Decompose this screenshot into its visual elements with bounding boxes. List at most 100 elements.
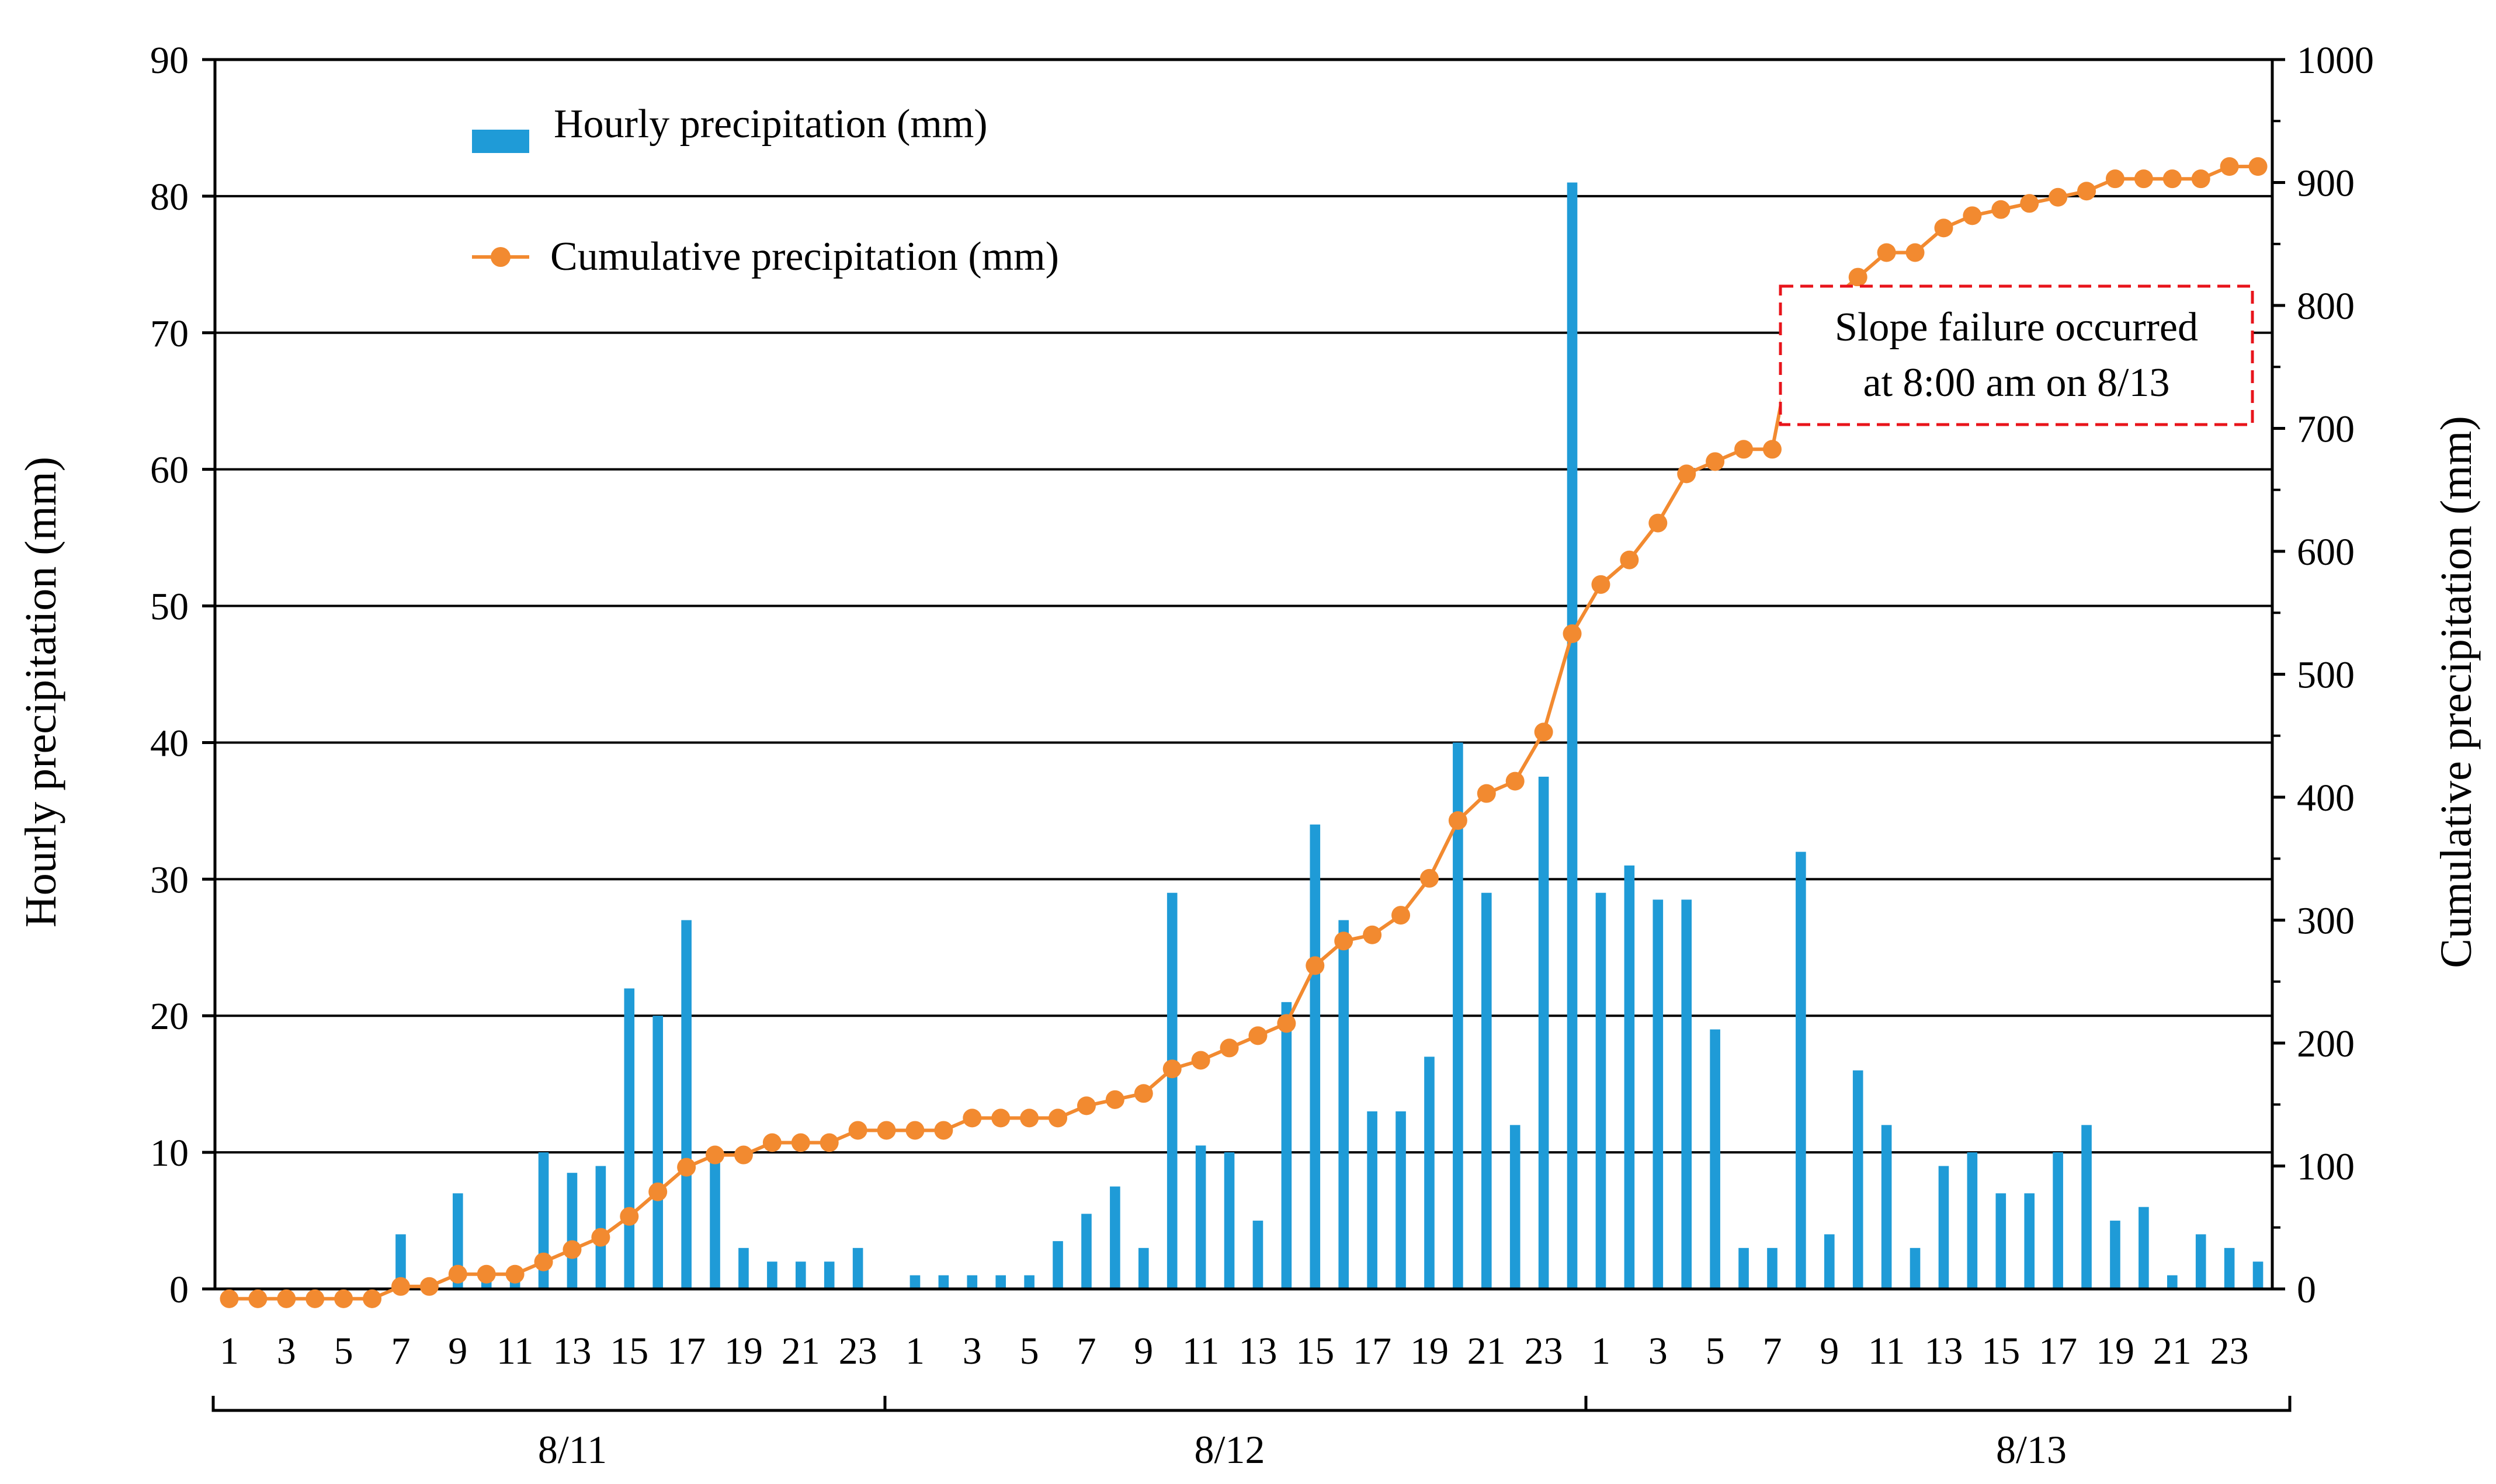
hourly-bar (395, 1234, 406, 1289)
legend-bar-swatch (472, 130, 529, 153)
hourly-bar (1081, 1214, 1092, 1289)
x-tick-label: 1 (220, 1330, 239, 1372)
cumulative-point (220, 1289, 239, 1308)
x-tick-label: 19 (724, 1330, 763, 1372)
hourly-bar (1824, 1234, 1835, 1289)
x-tick-label: 11 (1182, 1330, 1220, 1372)
x-tick-label: 21 (1467, 1330, 1506, 1372)
x-tick-label: 3 (277, 1330, 296, 1372)
y2-tick-label: 1000 (2297, 39, 2374, 82)
cumulative-point (1934, 218, 1953, 238)
hourly-bar (1710, 1029, 1720, 1289)
y2-tick-label: 900 (2297, 162, 2355, 205)
slope-failure-annotation: Slope failure occurred at 8:00 am on 8/1… (1779, 284, 2254, 426)
cumulative-point (1419, 868, 1439, 888)
x-tick-label: 17 (667, 1330, 706, 1372)
hourly-bar (1995, 1193, 2006, 1289)
cumulative-point (1363, 925, 1382, 944)
cumulative-point (1134, 1084, 1153, 1103)
y2-tick-label: 600 (2297, 531, 2355, 574)
cumulative-point (1648, 513, 1668, 533)
cumulative-point (648, 1182, 668, 1201)
cumulative-point (1677, 464, 1696, 484)
hourly-bar (2195, 1234, 2206, 1289)
cumulative-point (2049, 187, 2068, 207)
legend-line-marker (491, 247, 511, 267)
hourly-bar (1595, 892, 1606, 1289)
cumulative-point (1734, 440, 1754, 459)
x-tick-label: 11 (497, 1330, 534, 1372)
x-tick-label: 3 (963, 1330, 982, 1372)
hourly-bar (1624, 865, 1635, 1289)
cumulative-point (2162, 169, 2182, 189)
cumulative-point (848, 1121, 867, 1140)
x-tick-label: 9 (1820, 1330, 1839, 1372)
cumulative-point (1563, 624, 1582, 644)
cumulative-point (1334, 932, 1353, 951)
hourly-bar (2139, 1207, 2149, 1289)
cumulative-point (2220, 157, 2239, 176)
y2-tick-label: 700 (2297, 408, 2355, 451)
hourly-bar (652, 1016, 664, 1289)
x-tick-label: 23 (839, 1330, 877, 1372)
cumulative-point (2105, 169, 2124, 189)
y2-tick-label: 400 (2297, 777, 2355, 819)
day-label: 8/11 (538, 1427, 607, 1472)
x-tick-label: 23 (2210, 1330, 2249, 1372)
cumulative-point (1277, 1014, 1296, 1033)
cumulative-point (1306, 956, 1325, 975)
cumulative-point (1534, 722, 1553, 742)
hourly-bar (767, 1261, 777, 1289)
hourly-bar (1796, 852, 1806, 1289)
day-label: 8/12 (1195, 1427, 1265, 1472)
hourly-bar (1281, 1002, 1292, 1289)
x-tick-label: 21 (2153, 1330, 2192, 1372)
hourly-bar (1481, 892, 1492, 1289)
cumulative-point (1020, 1108, 1039, 1128)
hourly-bar (1681, 899, 1692, 1289)
x-tick-label: 5 (1020, 1330, 1039, 1372)
hourly-bar (2167, 1275, 2178, 1289)
y-tick-label: 10 (150, 1132, 189, 1174)
x-tick-label: 1 (905, 1330, 925, 1372)
y2-tick-label: 100 (2297, 1146, 2355, 1188)
hourly-bar (624, 988, 635, 1289)
hourly-bar (1738, 1247, 1749, 1289)
hourly-bar (1910, 1247, 1921, 1289)
hourly-bar (795, 1261, 806, 1289)
y-tick-label: 60 (150, 449, 189, 492)
hourly-bar (909, 1275, 921, 1289)
hourly-bar (681, 920, 692, 1289)
hourly-bar (1195, 1145, 1206, 1289)
cumulative-point (734, 1145, 753, 1165)
hourly-bar (1110, 1186, 1120, 1289)
cumulative-point (820, 1133, 839, 1152)
x-tick-label: 7 (391, 1330, 410, 1372)
cumulative-point (791, 1133, 810, 1152)
x-tick-label: 9 (448, 1330, 467, 1372)
x-tick-label: 5 (1706, 1330, 1725, 1372)
annotation-box (1779, 284, 2254, 426)
cumulative-point (591, 1228, 610, 1247)
hourly-bar (738, 1247, 749, 1289)
hourly-bar (995, 1275, 1006, 1289)
cumulative-point (363, 1289, 382, 1308)
legend: Hourly precipitation (mm) Cumulative pre… (472, 102, 1059, 279)
hourly-bar (967, 1275, 978, 1289)
cumulative-point (991, 1108, 1011, 1128)
cumulative-point (1905, 243, 1925, 262)
annotation-line-2: at 8:00 am on 8/13 (1863, 360, 2170, 405)
y-tick-label: 50 (150, 586, 189, 628)
cumulative-point (505, 1264, 525, 1284)
x-tick-label: 17 (2039, 1330, 2077, 1372)
hourly-bar (2224, 1247, 2235, 1289)
y-tick-label: 70 (150, 312, 189, 355)
x-tick-label: 19 (1410, 1330, 1449, 1372)
cumulative-point (2077, 182, 2096, 201)
cumulative-point (706, 1145, 725, 1165)
cumulative-line (220, 157, 2268, 1308)
x-tick-label: 1 (1591, 1330, 1610, 1372)
hourly-bar (1653, 899, 1664, 1289)
y-tick-label: 90 (150, 39, 189, 82)
cumulative-point (1762, 440, 1782, 459)
